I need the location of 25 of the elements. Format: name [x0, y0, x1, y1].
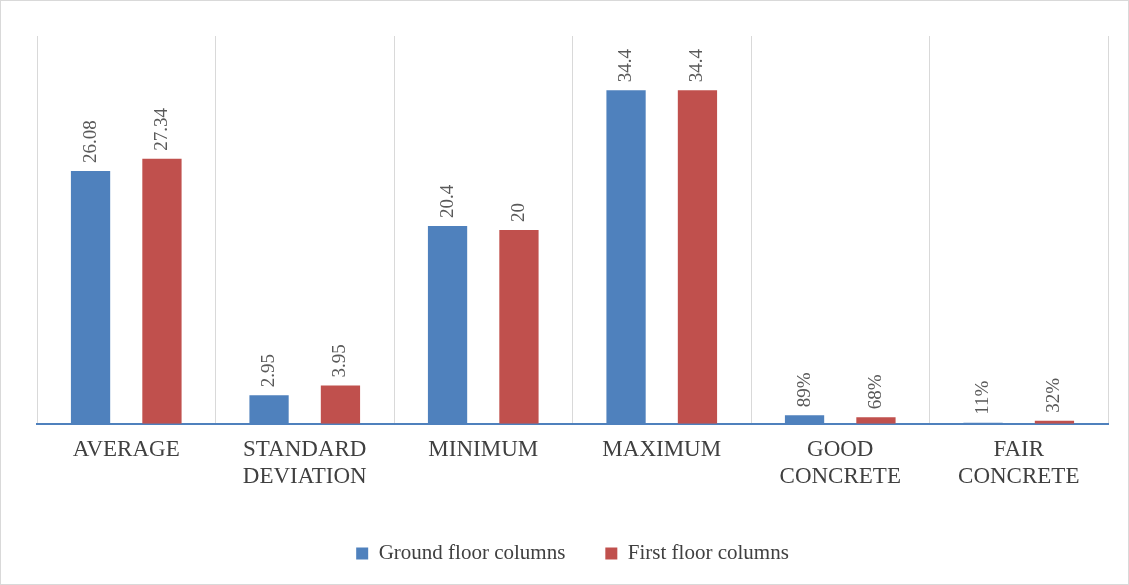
data-label: 3.95	[328, 344, 350, 378]
data-label: 32%	[1042, 377, 1064, 413]
bar	[499, 229, 539, 424]
data-label: 34.4	[614, 48, 636, 83]
data-label: 34.4	[685, 48, 707, 83]
x-tick-label: STANDARD DEVIATION	[242, 435, 368, 489]
bar	[856, 417, 896, 424]
bar	[320, 385, 361, 424]
data-label: 26.08	[78, 120, 100, 163]
x-tick-label: GOOD CONCRETE	[779, 435, 901, 489]
data-label: 2.95	[257, 353, 279, 388]
data-label: 11%	[971, 380, 993, 415]
data-label: 20	[506, 202, 528, 222]
data-label: 27.34	[149, 107, 171, 151]
bar	[142, 158, 182, 424]
data-label: 89%	[792, 372, 814, 408]
legend-label: Ground floor columns	[378, 540, 566, 565]
data-label: 20.4	[435, 184, 457, 219]
bar	[677, 90, 718, 424]
x-tick-label: MAXIMUM	[602, 435, 722, 461]
x-tick-label: FAIR CONCRETE	[958, 435, 1080, 489]
x-tick-label: MINIMUM	[428, 435, 539, 461]
legend-label: First floor columns	[627, 540, 789, 565]
x-tick-label: AVERAGE	[72, 435, 180, 461]
data-label: 68%	[863, 374, 885, 410]
